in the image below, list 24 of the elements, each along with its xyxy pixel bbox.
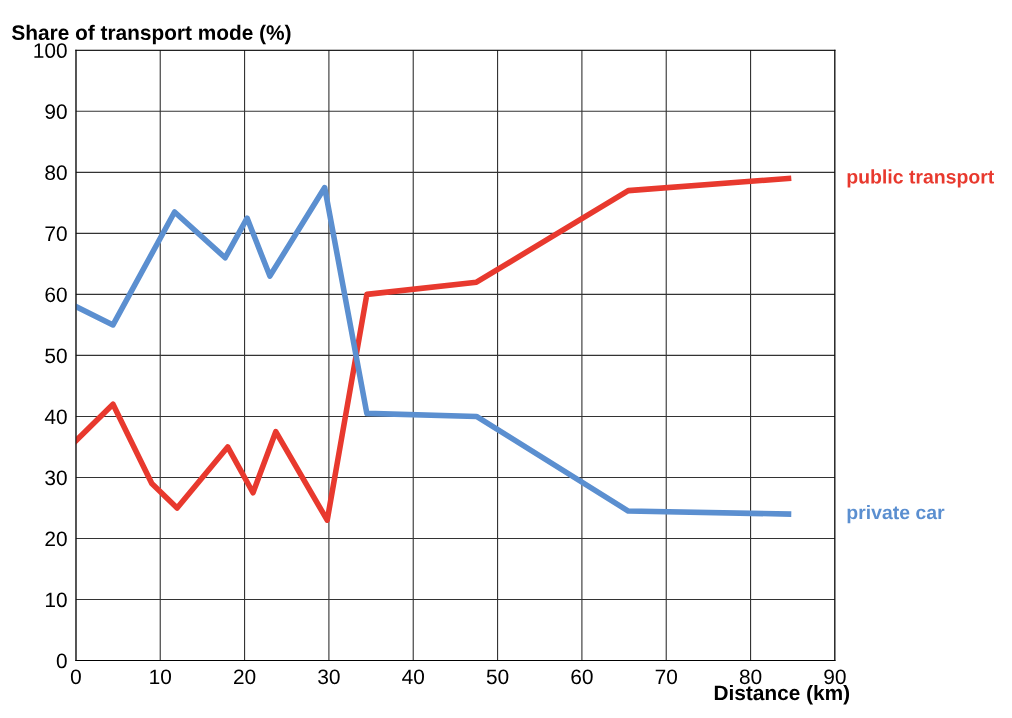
text: public transport xyxy=(847,169,995,188)
x-axis-title: Distance (km) xyxy=(714,684,850,705)
y-tick-label: 60 xyxy=(45,287,67,303)
text: private car xyxy=(847,505,945,524)
x-tick-label: 20 xyxy=(234,669,256,685)
y-tick-label: 100 xyxy=(34,43,67,59)
x-tick-label: 10 xyxy=(150,669,172,685)
y-tick-label: 10 xyxy=(45,592,67,608)
y-tick-label: 80 xyxy=(45,165,67,181)
x-tick-label: 60 xyxy=(571,669,593,685)
y-tick-label: 20 xyxy=(45,531,67,547)
x-tick-label: 90 xyxy=(824,669,846,685)
x-tick-label: 80 xyxy=(739,669,762,685)
x-tick-label: 50 xyxy=(486,669,509,685)
y-tick-label: 40 xyxy=(44,409,67,425)
y-tick-label: 30 xyxy=(45,470,67,486)
y-tick-label: 70 xyxy=(45,226,67,242)
y-tick-label: 90 xyxy=(45,104,67,120)
y-tick-label: 0 xyxy=(56,653,67,669)
x-tick-label: 40 xyxy=(402,669,425,685)
x-tick-label: 0 xyxy=(70,669,81,685)
y-tick-label: 50 xyxy=(45,348,67,364)
x-tick-label: 30 xyxy=(318,669,340,685)
x-tick-label: 70 xyxy=(655,669,678,685)
